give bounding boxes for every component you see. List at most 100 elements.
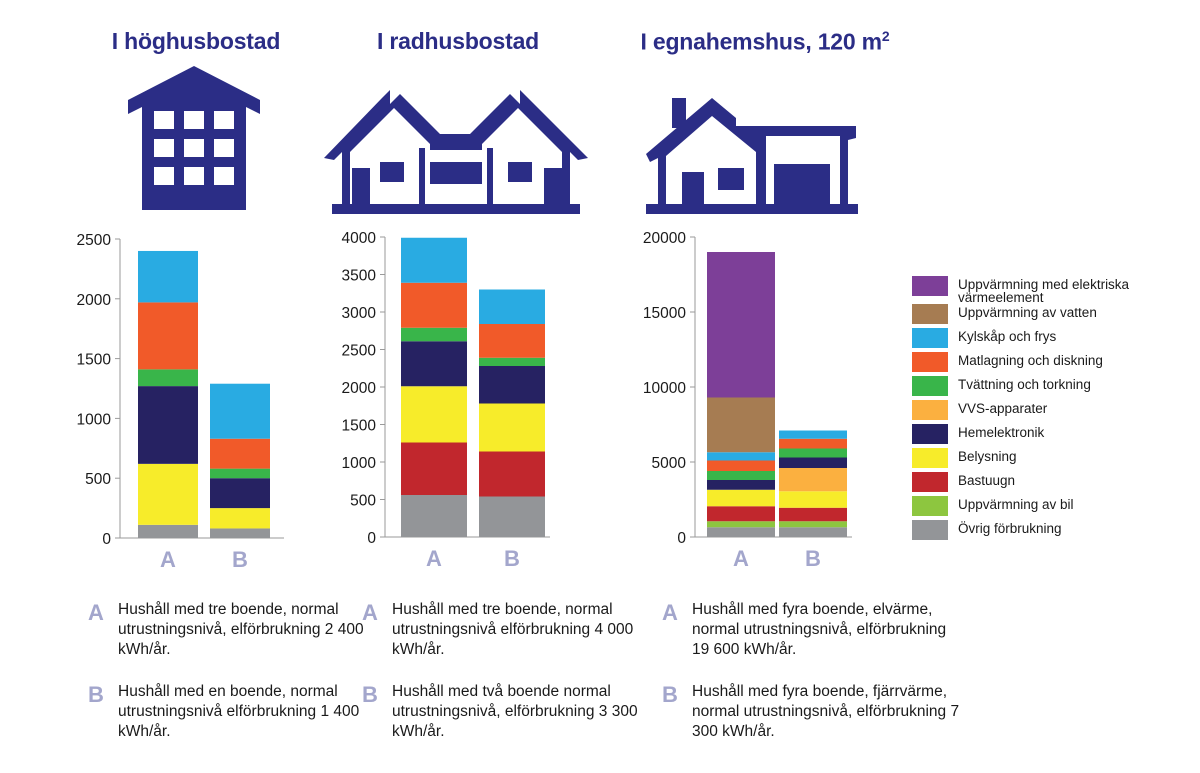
detached-house-icon [646,98,858,214]
y-tick-label: 0 [677,530,686,547]
legend-swatch [912,328,948,348]
bar-segment-car [707,521,775,528]
bar-segment-other [138,524,198,538]
legend-item-laundry: Tvättning och torkning [912,376,1172,398]
bar-segment-sauna [779,507,847,522]
bar-segment-sauna [401,442,467,495]
legend-label: Kylskåp och frys [958,329,1057,344]
category-label: A [160,547,176,572]
y-tick-label: 500 [350,493,376,510]
legend-item-heating_electric: Uppvärmning med elektriska värmeelement [912,276,1172,304]
y-tick-label: 3500 [342,268,377,285]
bar-segment-other [401,495,467,537]
bar-segment-other [210,528,270,538]
chart-2: 0 500 1000 1500 2000 2500 3000 3500 4000 A B [342,230,550,571]
y-tick-label: 0 [102,531,111,548]
desc-letter: A [662,600,678,625]
y-tick-label: 2500 [77,232,112,249]
y-tick-label: 20000 [643,230,686,247]
y-tick-label: 5000 [652,455,687,472]
bar-segment-laundry [210,468,270,479]
bar-segment-fridge [138,250,198,303]
legend-label: Matlagning och diskning [958,353,1103,368]
desc-text: Hushåll med tre boende, normal utrustnin… [118,601,364,658]
legend-swatch [912,304,948,324]
legend-swatch [912,424,948,444]
bar-segment-cooking [707,460,775,471]
bar-segment-laundry [401,327,467,342]
desc-text: Hushåll med fyra boende, fjärrvärme, nor… [692,683,960,740]
desc-text: Hushåll med fyra boende, elvärme, normal… [692,601,947,658]
bar-segment-fridge [779,430,847,439]
row-house-icon [324,90,588,214]
legend-swatch [912,376,948,396]
y-tick-label: 1000 [77,411,112,428]
legend-swatch [912,276,948,296]
bar-segment-lighting [479,403,545,452]
bar-segment-car [779,521,847,528]
title-egnahem: I egnahemshus, 120 m2 [640,28,890,55]
y-tick-label: 10000 [643,380,686,397]
bar-segment-electronics [401,341,467,387]
bar-segment-laundry [479,357,545,366]
bar-segment-water_heating [707,397,775,453]
y-tick-label: 15000 [643,305,686,322]
category-label: B [232,547,248,572]
legend-item-water_heating: Uppvärmning av vatten [912,304,1172,326]
bar-segment-cooking [138,302,198,370]
bar-segment-fridge [707,452,775,461]
category-label: A [733,546,749,571]
bar-segment-fridge [401,237,467,283]
bar-segment-laundry [707,471,775,480]
legend-item-sauna: Bastuugn [912,472,1172,494]
bar-segment-heating_electric [707,252,775,398]
bar-segment-sauna [707,506,775,522]
chart-3: 0 5000 10000 15000 20000 A B [643,230,852,571]
bar-segment-lighting [707,489,775,507]
legend-swatch [912,472,948,492]
legend-item-hvac: VVS-apparater [912,400,1172,422]
bar-segment-lighting [401,386,467,443]
desc-letter: B [362,682,378,707]
legend-label: Tvättning och torkning [958,377,1091,392]
bar-segment-electronics [210,478,270,509]
desc-text: Hushåll med tre boende, normal utrustnin… [392,601,634,658]
bar-segment-cooking [401,282,467,328]
y-tick-label: 1000 [342,455,377,472]
bar-segment-laundry [138,369,198,387]
desc-letter: B [88,682,104,707]
legend-swatch [912,448,948,468]
apartment-building-icon [128,66,260,210]
legend-item-fridge: Kylskåp och frys [912,328,1172,350]
y-tick-label: 0 [367,530,376,547]
legend-item-other: Övrig förbrukning [912,520,1172,542]
bar-segment-electronics [479,366,545,404]
legend-item-electronics: Hemelektronik [912,424,1172,446]
bar-segment-lighting [779,491,847,508]
y-tick-label: 2500 [342,343,377,360]
legend-label: Uppvärmning av vatten [958,305,1097,320]
legend-label: VVS-apparater [958,401,1048,416]
legend-label: Hemelektronik [958,425,1045,440]
legend-swatch [912,496,948,516]
legend-label: Belysning [958,449,1017,464]
title-hoghus: I höghusbostad [111,28,281,54]
y-tick-label: 500 [85,471,111,488]
bar-segment-fridge [210,383,270,439]
bar-segment-other [479,496,545,537]
bar-segment-electronics [707,480,775,490]
bar-segment-hvac [779,468,847,492]
bar-segment-lighting [210,508,270,529]
legend-item-car: Uppvärmning av bil [912,496,1172,518]
desc-letter: A [88,600,104,625]
y-tick-label: 2000 [342,380,377,397]
y-tick-label: 4000 [342,230,377,247]
bar-segment-electronics [138,386,198,464]
legend-label: Bastuugn [958,473,1016,488]
legend-swatch [912,520,948,540]
bar-segment-sauna [479,451,545,497]
bar-segment-lighting [138,463,198,525]
bar-segment-fridge [479,289,545,324]
desc-text: Hushåll med två boende normal utrustning… [392,683,638,740]
desc-letter: B [662,682,678,707]
